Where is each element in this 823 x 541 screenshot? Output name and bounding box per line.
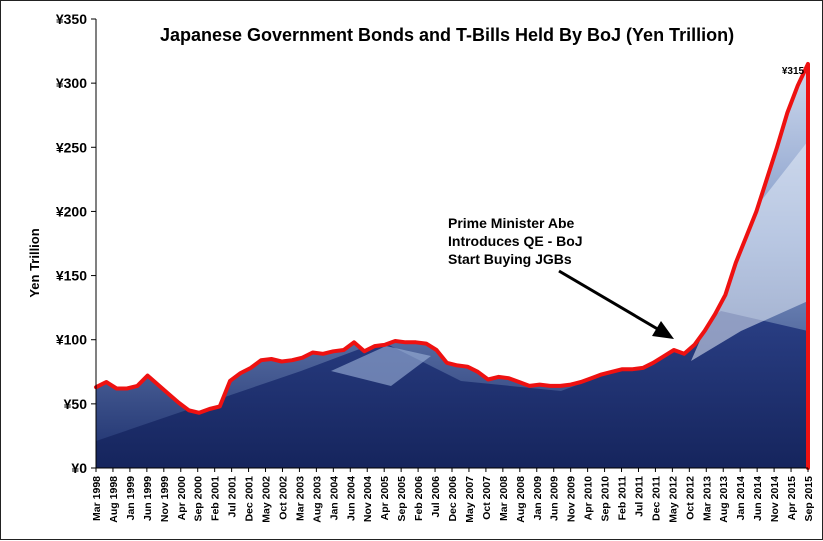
x-tick-label: Apr 2000 <box>176 476 188 521</box>
x-tick-label: Sep 2015 <box>803 476 815 522</box>
y-tick-label: ¥0 <box>71 460 87 476</box>
x-tick-label: Jun 2014 <box>752 476 764 521</box>
x-tick-label: Jan 2009 <box>532 476 544 521</box>
annotation-line-1: Prime Minister Abe <box>448 215 575 231</box>
x-tick-label: Jul 2001 <box>227 476 239 518</box>
x-tick-label: Jun 2009 <box>549 476 561 521</box>
x-tick-label: Jun 2004 <box>345 476 357 521</box>
x-tick-label: Aug 2008 <box>515 476 527 523</box>
x-tick-label: May 2007 <box>464 476 476 523</box>
x-tick-group: Mar 1998 Aug 1998 Jan 1999 Jun 1999 Nov 1999… <box>91 468 815 523</box>
x-tick-label: Mar 1998 <box>91 476 103 521</box>
x-tick-label: Oct 2002 <box>277 476 289 520</box>
x-tick-label: Jul 2011 <box>633 476 645 517</box>
x-tick-label: Nov 2004 <box>362 476 374 522</box>
x-tick-label: Jan 1999 <box>125 476 137 521</box>
x-tick-label: Jun 1999 <box>142 476 154 521</box>
x-tick-label: Jan 2014 <box>735 476 747 521</box>
y-tick-label: ¥350 <box>56 11 87 27</box>
series-line <box>94 61 810 470</box>
y-tick-label: ¥200 <box>56 203 87 219</box>
x-tick-label: Sep 2010 <box>600 476 612 522</box>
y-tick-label: ¥100 <box>56 332 87 348</box>
x-tick-label: Oct 2012 <box>684 476 696 520</box>
x-tick-label: Aug 1998 <box>108 476 120 523</box>
y-tick-label: ¥300 <box>56 75 87 91</box>
chart-title: Japanese Government Bonds and T-Bills He… <box>160 25 734 45</box>
x-tick-label: Aug 2003 <box>311 476 323 523</box>
y-tick-group: ¥0 ¥50 ¥100 ¥150 ¥200 ¥250 ¥300 ¥350 <box>56 11 96 476</box>
x-tick-label: May 2002 <box>261 476 273 523</box>
x-tick-label: Aug 2013 <box>718 476 730 523</box>
x-tick-label: Dec 2011 <box>650 476 662 521</box>
annotation-arrow-head <box>652 321 674 339</box>
x-tick-label: Apr 2015 <box>786 476 798 521</box>
x-tick-label: Jul 2006 <box>430 476 442 518</box>
x-tick-label: Sep 2005 <box>396 476 408 522</box>
annotation-arrow-shaft <box>558 269 662 333</box>
x-tick-label: Feb 2011 <box>617 476 629 521</box>
x-tick-label: Feb 2001 <box>210 476 222 521</box>
x-tick-label: Nov 2009 <box>566 476 578 522</box>
x-tick-label: Mar 2003 <box>294 476 306 521</box>
x-tick-label: Mar 2013 <box>701 476 713 521</box>
x-tick-label: May 2012 <box>667 476 679 523</box>
x-tick-label: Nov 2014 <box>769 476 781 522</box>
annotation-line-2: Introduces QE - BoJ <box>448 233 583 249</box>
x-tick-label: Sep 2000 <box>193 476 205 522</box>
x-tick-label: Nov 1999 <box>159 476 171 522</box>
y-tick-label: ¥150 <box>56 268 87 284</box>
x-tick-label: Dec 2001 <box>244 476 256 522</box>
y-tick-label: ¥250 <box>56 139 87 155</box>
annotation-line-3: Start Buying JGBs <box>448 251 572 267</box>
x-tick-label: Jan 2004 <box>328 476 340 521</box>
x-tick-label: Mar 2008 <box>498 476 510 521</box>
y-axis-label: Yen Trillion <box>27 228 42 297</box>
x-tick-label: Dec 2006 <box>447 476 459 522</box>
x-tick-label: Oct 2007 <box>481 476 493 520</box>
area-ridge-dark <box>96 311 808 469</box>
x-tick-label: Apr 2005 <box>379 476 391 521</box>
x-tick-label: Apr 2010 <box>583 476 595 521</box>
end-value-label: ¥315 <box>782 66 805 77</box>
y-tick-label: ¥50 <box>64 396 88 412</box>
x-tick-label: Feb 2006 <box>413 476 425 521</box>
area-snow-ridge <box>331 346 431 386</box>
